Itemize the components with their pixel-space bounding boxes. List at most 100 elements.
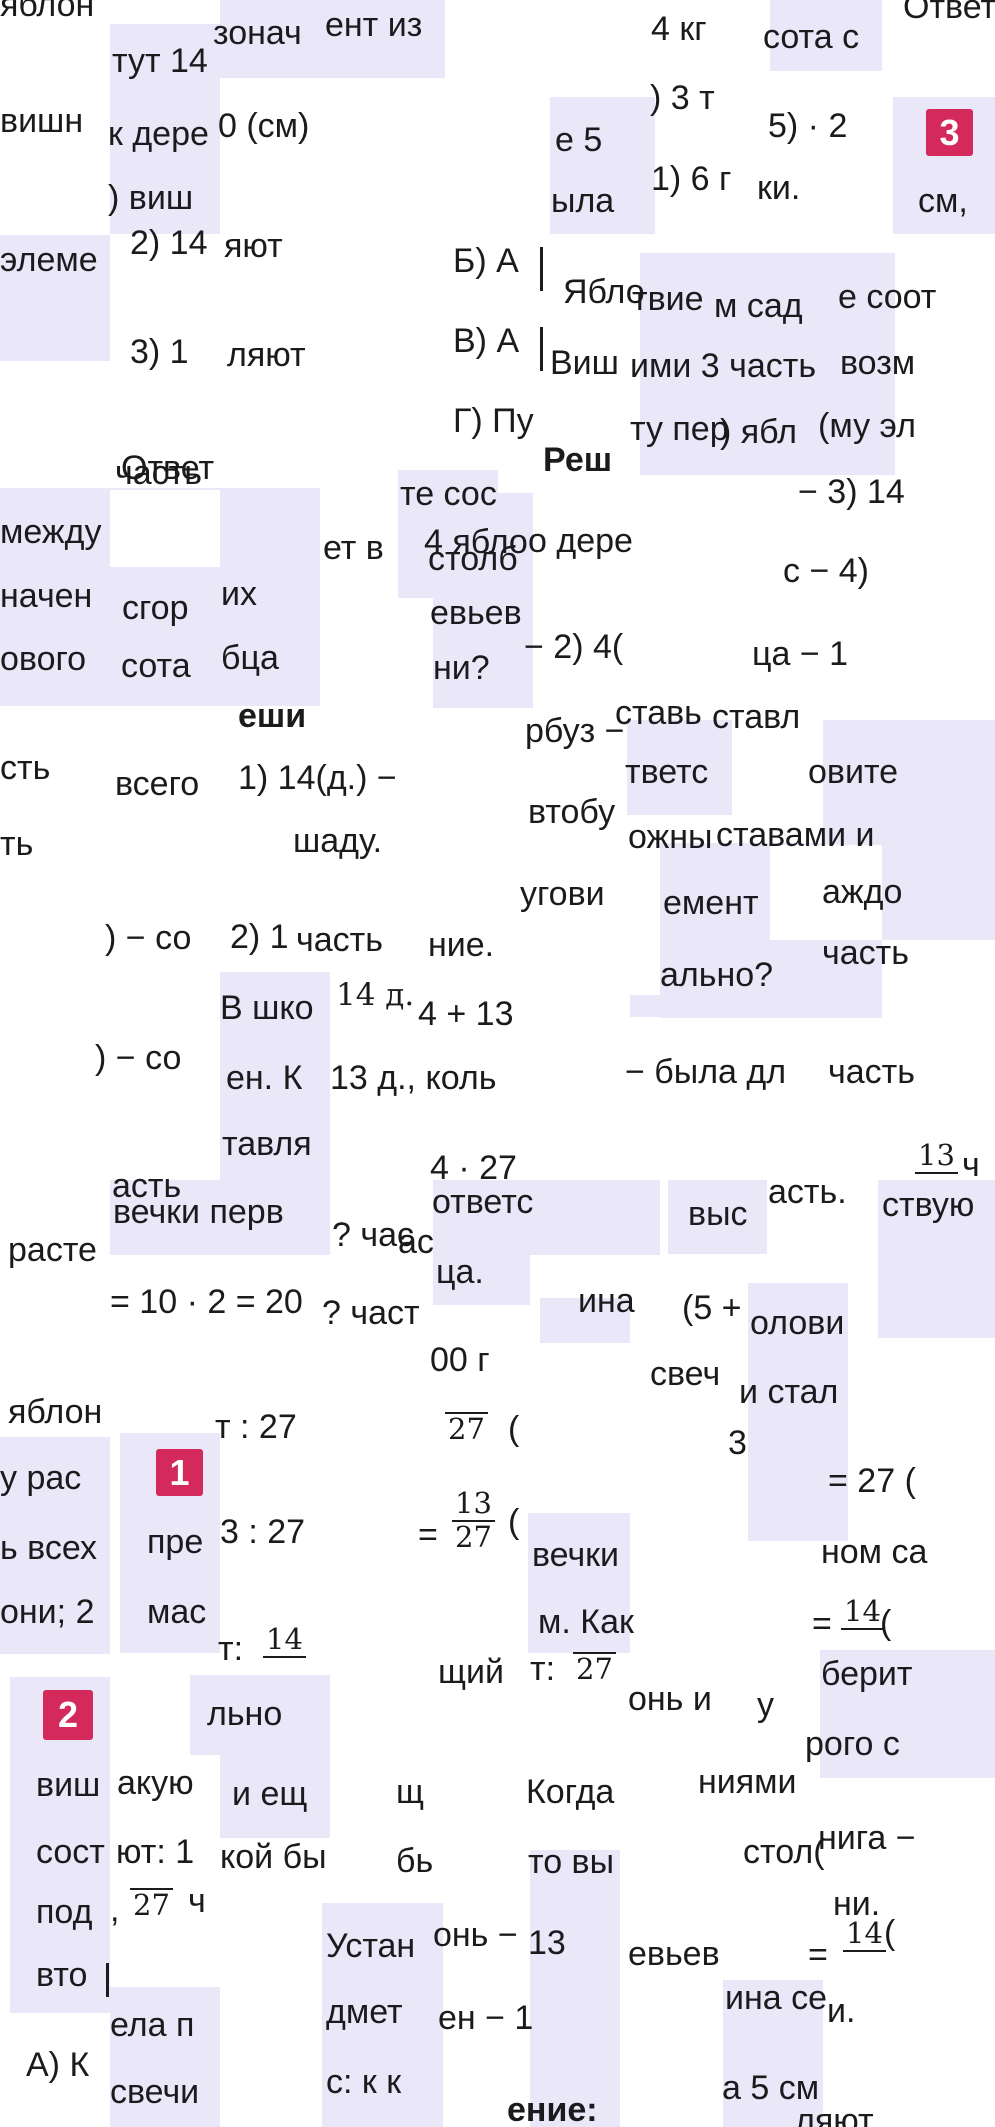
- text-caret: [540, 247, 543, 291]
- fraction: 27: [445, 1412, 488, 1446]
- highlight-rect: [820, 1650, 995, 1778]
- text-fragment: сть: [0, 749, 51, 787]
- white-rect: [770, 845, 882, 940]
- text-fragment: то вы: [528, 1843, 615, 1881]
- text-fragment: ) − со: [95, 1039, 182, 1077]
- text-fragment: ки.: [757, 169, 801, 207]
- text-fragment: вечки перв: [113, 1193, 284, 1231]
- fraction: 14: [263, 1622, 306, 1660]
- text-fragment: 2) 1: [230, 918, 289, 956]
- fraction-numerator: 13: [455, 1486, 492, 1520]
- text-fragment: В) А: [453, 322, 520, 360]
- text-fragment: ном са: [821, 1533, 928, 1571]
- text-fragment: бь: [396, 1842, 434, 1880]
- highlight-rect: [723, 1980, 823, 2127]
- text-fragment: А) К: [26, 2046, 90, 2084]
- highlight-rect: [110, 1180, 330, 1255]
- text-fragment: ть: [0, 825, 34, 863]
- text-fragment: 1) 6 г: [651, 160, 732, 198]
- text-fragment: 4 + 13: [418, 995, 514, 1033]
- text-fragment: м сад: [714, 287, 803, 325]
- text-fragment: 3) 1: [130, 333, 189, 371]
- text-fragment: часть: [822, 934, 909, 972]
- text-fragment: м. Как: [538, 1603, 634, 1641]
- fraction-numerator: 14: [846, 1916, 883, 1950]
- text-fragment: =: [418, 1516, 438, 1554]
- text-fragment: с − 4): [783, 552, 869, 590]
- text-fragment: ен − 1: [438, 1999, 534, 2037]
- text-fragment: их: [221, 575, 257, 613]
- text-fragment: ) виш: [108, 179, 194, 217]
- text-fragment: у рас: [0, 1459, 82, 1497]
- text-fragment: Б) А: [453, 242, 519, 280]
- text-fragment: дмет: [326, 1993, 403, 2031]
- text-fragment: 0 (см): [218, 107, 310, 145]
- text-fragment: у: [757, 1686, 774, 1724]
- text-fragment: мас: [147, 1593, 207, 1631]
- text-fragment: ствую: [882, 1186, 975, 1224]
- text-fragment: В шко: [220, 989, 314, 1027]
- text-fragment: асть: [112, 1167, 182, 1205]
- text-fragment: пре: [147, 1523, 204, 1561]
- text-fragment: кой бы: [220, 1838, 327, 1876]
- text-fragment: 3 : 27: [220, 1513, 306, 1551]
- text-fragment: зонач: [213, 14, 302, 52]
- fraction-denominator: 27: [573, 1652, 616, 1686]
- text-fragment: ) 3 т: [650, 79, 715, 117]
- text-fragment: сота: [121, 647, 191, 685]
- text-fragment: виш: [36, 1766, 101, 1804]
- text-fragment: Реш: [543, 441, 613, 479]
- text-fragment: 3: [728, 1424, 747, 1462]
- text-fragment: яблон: [8, 1393, 103, 1431]
- text-fragment: ) − со: [105, 919, 192, 957]
- text-fragment: емент: [663, 884, 759, 922]
- text-fragment: втобу: [528, 793, 616, 831]
- fraction: 27: [130, 1888, 173, 1922]
- text-fragment: Ответ: [121, 449, 215, 487]
- text-fragment: 1) 14(д.) −: [238, 759, 397, 797]
- text-fragment: ь всех: [0, 1529, 98, 1567]
- text-fragment: 13: [528, 1924, 566, 1962]
- text-fragment: 4 · 27: [430, 1149, 517, 1187]
- text-fragment: и стал: [739, 1373, 839, 1411]
- white-rect: [110, 490, 220, 567]
- task-number-badge: 3: [926, 109, 973, 156]
- text-fragment: и ещ: [232, 1775, 308, 1813]
- text-fragment: (: [880, 1604, 892, 1642]
- text-fragment: = 27 (: [828, 1462, 916, 1500]
- fraction: 27: [573, 1652, 616, 1686]
- text-fragment: т:: [530, 1650, 556, 1688]
- text-fragment: щий: [438, 1653, 504, 1691]
- text-fragment: ыла: [551, 182, 615, 220]
- fraction: 14: [843, 1916, 886, 1954]
- highlight-rect: [748, 1283, 848, 1541]
- fraction-denominator: 27: [130, 1888, 173, 1922]
- text-fragment: = 10 · 2 = 20: [110, 1283, 303, 1321]
- text-fragment: ? час: [332, 1216, 414, 1254]
- text-fragment: 4 кг: [651, 10, 707, 48]
- text-fragment: между: [0, 513, 102, 551]
- fraction-numerator: 14: [266, 1622, 303, 1656]
- text-fragment: возм: [840, 344, 916, 382]
- text-fragment: часть: [115, 454, 202, 492]
- text-fragment: берит: [821, 1655, 913, 1693]
- text-fragment: Ответ: [903, 0, 995, 26]
- text-fragment: Г) Пу: [453, 402, 534, 440]
- text-fragment: под: [36, 1893, 93, 1931]
- text-fragment: льно: [207, 1695, 283, 1733]
- text-fragment: ответс: [432, 1183, 534, 1221]
- highlight-rect: [220, 0, 445, 78]
- text-fragment: ца − 1: [752, 635, 849, 673]
- text-fragment: свеч: [650, 1355, 721, 1393]
- text-fragment: аждо: [822, 873, 903, 911]
- text-fragment: ела п: [110, 2006, 195, 2044]
- text-fragment: 5) · 2: [768, 107, 848, 145]
- text-fragment: 2) 14: [130, 224, 208, 262]
- text-fragment: ни?: [433, 649, 490, 687]
- text-fragment: ют: 1: [116, 1833, 195, 1871]
- text-fragment: 4 ябло: [424, 523, 528, 561]
- text-fragment: 14 д.: [336, 977, 415, 1013]
- text-fragment: Ябло: [563, 273, 645, 311]
- text-fragment: ение:: [507, 2091, 598, 2127]
